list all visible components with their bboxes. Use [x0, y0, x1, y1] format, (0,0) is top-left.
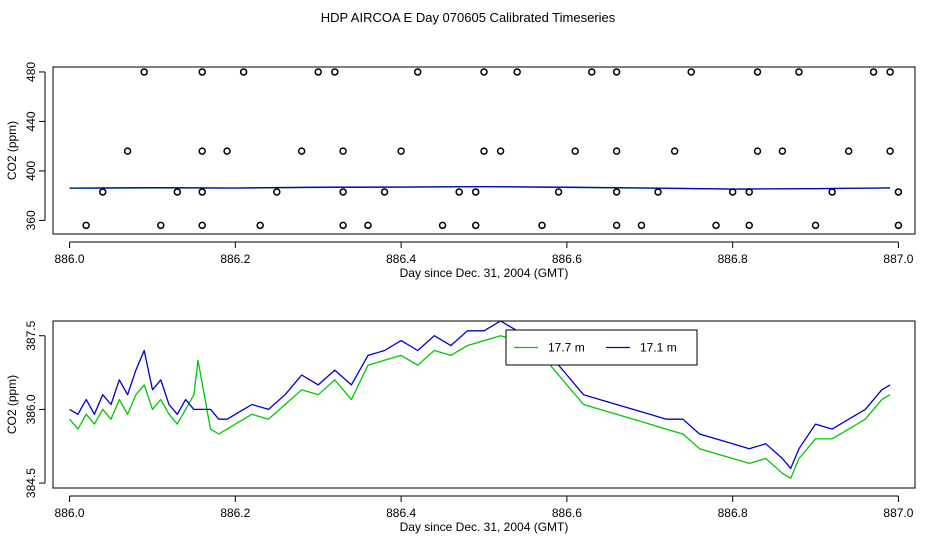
scatter-point: [273, 188, 281, 196]
scatter-point: [612, 68, 621, 76]
top-panel: 886.0 886.2 886.4 886.6 886.8 887.0 Day since …: [5, 62, 916, 280]
scatter-point: [654, 188, 662, 196]
scatter-point: [612, 221, 621, 230]
scatter-point: [728, 188, 737, 196]
x-tick-label: 886.0: [55, 252, 85, 266]
scatter-point: [413, 68, 422, 76]
legend-label: 17.7 m: [548, 341, 585, 355]
scatter-point: [811, 221, 820, 230]
scatter-point: [297, 147, 306, 155]
scatter-point: [98, 188, 107, 196]
series-line: [69, 321, 891, 470]
scatter-point: [670, 147, 679, 155]
plot-area: [69, 321, 891, 479]
x-tick-label: 886.6: [552, 252, 582, 266]
x-tick-label: 887.0: [883, 252, 913, 266]
y-tick-label: 387.5: [24, 320, 38, 350]
legend-label: 17.1 m: [640, 341, 677, 355]
scatter-point: [480, 68, 488, 76]
y-tick-label: 400: [24, 161, 38, 181]
scatter-point: [123, 147, 132, 155]
scatter-point: [828, 188, 836, 196]
scatter-point: [886, 68, 894, 76]
scatter-point: [612, 147, 621, 155]
x-axis-label: Day since Dec. 31, 2004 (GMT): [400, 266, 569, 280]
scatter-point: [894, 221, 903, 230]
x-tick-label: 886.4: [386, 252, 416, 266]
scatter-point: [198, 221, 206, 230]
scatter-point: [331, 68, 339, 76]
scatter-point: [455, 188, 463, 196]
scatter-point: [869, 68, 878, 76]
scatter-point: [314, 68, 322, 76]
y-tick-label: 440: [24, 111, 38, 131]
scatter-point: [198, 188, 206, 196]
scatter-point: [712, 221, 720, 230]
scatter-point: [380, 188, 389, 196]
scatter-point: [239, 68, 248, 76]
series-line: [69, 185, 891, 190]
scatter-point: [778, 147, 787, 155]
scatter-point: [886, 147, 894, 155]
scatter-point: [339, 221, 347, 230]
scatter-point: [554, 188, 563, 196]
scatter-point: [339, 188, 347, 196]
x-tick-label: 886.4: [386, 506, 416, 520]
scatter-point: [795, 68, 803, 76]
scatter-point: [471, 188, 480, 196]
scatter-point: [637, 221, 646, 230]
scatter-point: [612, 188, 621, 196]
scatter-point: [82, 221, 90, 230]
y-tick-label: 386.0: [24, 394, 38, 424]
scatter-point: [471, 221, 480, 230]
plot-frame: [52, 66, 916, 235]
scatter-point: [140, 68, 148, 76]
plot-area: [69, 68, 903, 230]
x-tick-label: 886.2: [220, 252, 250, 266]
scatter-point: [844, 147, 853, 155]
scatter-point: [753, 68, 762, 76]
plot-frame: [52, 320, 916, 489]
x-axis-label: Day since Dec. 31, 2004 (GMT): [400, 520, 569, 534]
scatter-point: [745, 221, 753, 230]
scatter-point: [256, 221, 264, 230]
scatter-point: [198, 147, 206, 155]
x-tick-label: 886.2: [220, 506, 250, 520]
y-axis-label: CO2 (ppm): [5, 375, 19, 434]
scatter-point: [438, 221, 447, 230]
scatter-point: [687, 68, 695, 76]
scatter-point: [198, 68, 206, 76]
scatter-point: [397, 147, 405, 155]
x-tick-label: 886.8: [718, 252, 748, 266]
scatter-point: [538, 221, 546, 230]
bottom-panel: 886.0 886.2 886.4 886.6 886.8 887.0 Day since …: [5, 320, 916, 534]
scatter-point: [223, 147, 231, 155]
y-tick-label: 360: [24, 210, 38, 230]
scatter-point: [753, 147, 762, 155]
scatter-point: [157, 221, 165, 230]
figure-title: HDP AIRCOA E Day 070605 Calibrated Times…: [321, 10, 616, 25]
legend: 17.7 m 17.1 m: [505, 329, 698, 366]
x-tick-label: 886.8: [718, 506, 748, 520]
series-line: [69, 335, 891, 479]
x-tick-label: 886.0: [55, 506, 85, 520]
y-tick-label: 480: [24, 62, 38, 82]
scatter-point: [496, 147, 505, 155]
x-tick-label: 887.0: [883, 506, 913, 520]
scatter-point: [588, 68, 596, 76]
scatter-point: [513, 68, 521, 76]
y-axis-label: CO2 (ppm): [5, 121, 19, 180]
scatter-point: [364, 221, 372, 230]
scatter-point: [173, 188, 182, 196]
scatter-point: [894, 188, 903, 196]
y-tick-label: 384.5: [24, 468, 38, 498]
scatter-point: [745, 188, 753, 196]
scatter-point: [571, 147, 579, 155]
scatter-point: [339, 147, 347, 155]
x-tick-label: 886.6: [552, 506, 582, 520]
scatter-point: [480, 147, 488, 155]
